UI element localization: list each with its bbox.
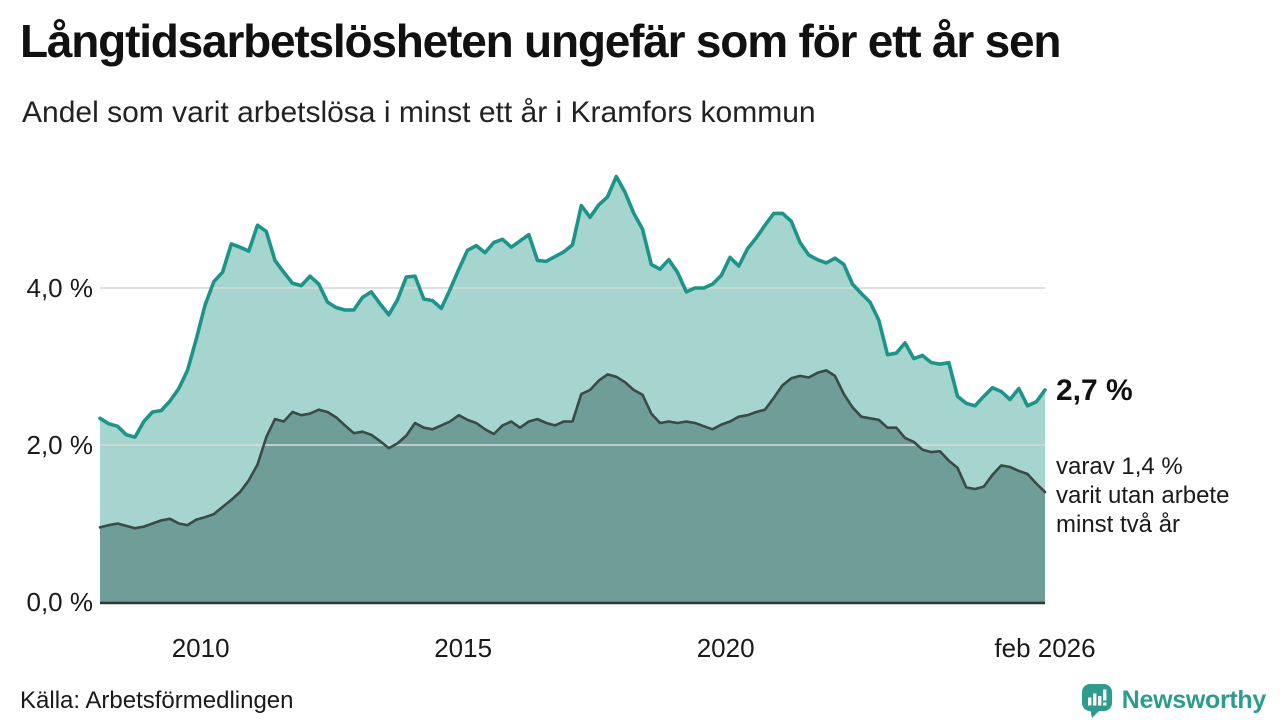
- y-axis-tick: 4,0 %: [26, 273, 94, 303]
- series-line-1: [98, 369, 1047, 530]
- latest-value-label: 2,7 %: [1056, 374, 1133, 407]
- secondary-annotation: varav 1,4 % varit utan arbete minst två …: [1056, 452, 1229, 539]
- x-axis-tick: 2015: [434, 633, 493, 663]
- logo-exclamation-icon: [1102, 702, 1107, 706]
- x-axis-tick: 2020: [696, 633, 755, 663]
- series-area-1: [100, 370, 1045, 602]
- y-axis-tick: 0,0 %: [26, 587, 94, 617]
- newsworthy-logo[interactable]: Newsworthy: [1080, 682, 1266, 718]
- logo-bar-icon: [1087, 697, 1092, 706]
- source-note: Källa: Arbetsförmedlingen: [20, 687, 294, 714]
- series-line-0: [98, 174, 1047, 439]
- newsworthy-wordmark: Newsworthy: [1121, 685, 1267, 714]
- annotation-line: varav 1,4 %: [1056, 453, 1183, 480]
- logo-exclamation-icon: [1102, 689, 1107, 701]
- logo-bar-icon: [1097, 696, 1102, 706]
- x-axis-tick: feb 2026: [994, 633, 1096, 663]
- annotation-line: varit utan arbete: [1056, 482, 1230, 509]
- page-title: Långtidsarbetslösheten ungefär som för e…: [20, 15, 1062, 67]
- newsworthy-logo-icon: [1081, 684, 1112, 718]
- page-subtitle: Andel som varit arbetslösa i minst ett å…: [22, 96, 816, 129]
- x-axis-tick: 2010: [171, 633, 230, 663]
- logo-bar-icon: [1092, 693, 1097, 706]
- annotation-line: minst två år: [1056, 511, 1181, 538]
- y-axis-tick: 2,0 %: [26, 430, 94, 460]
